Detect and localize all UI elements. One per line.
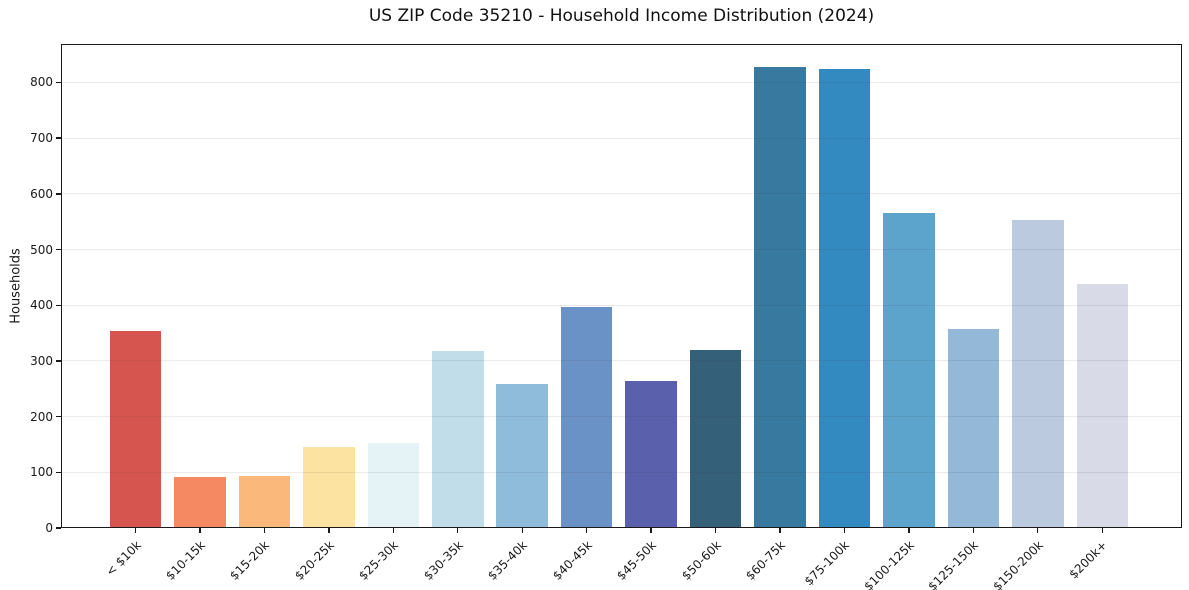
y-tick-label: 800 bbox=[30, 75, 53, 90]
chart-title: US ZIP Code 35210 - Household Income Dis… bbox=[368, 6, 875, 26]
y-tick-mark bbox=[56, 415, 61, 418]
x-tick-mark bbox=[779, 528, 781, 533]
bar-$10-15k bbox=[174, 476, 226, 528]
x-tick-mark bbox=[650, 528, 652, 533]
bar-< $10k bbox=[109, 330, 162, 528]
bar-$35-40k bbox=[496, 384, 548, 528]
y-tick-label: 400 bbox=[30, 298, 53, 313]
y-tick-mark bbox=[56, 193, 61, 195]
x-tick-mark bbox=[908, 528, 910, 533]
x-tick-mark bbox=[843, 528, 846, 533]
gridline-y-700 bbox=[61, 137, 1182, 139]
bar-$100-125k bbox=[883, 212, 935, 528]
gridline-y-500 bbox=[61, 249, 1182, 251]
plot-area: 0 100 200 300 400 500 600 700 800 < $10k $10-15k $1… bbox=[30, 44, 1182, 590]
x-tick-mark bbox=[714, 528, 717, 533]
y-tick-mark bbox=[56, 81, 61, 84]
x-tick-label: < $10k bbox=[102, 538, 144, 579]
x-tick-mark bbox=[457, 528, 459, 533]
x-tick-mark bbox=[328, 528, 330, 533]
bar-$200k+ bbox=[1076, 284, 1128, 528]
y-tick-label: 200 bbox=[30, 409, 53, 424]
y-tick-mark bbox=[56, 248, 61, 251]
bar-$50-60k bbox=[689, 349, 742, 528]
x-tick-mark bbox=[585, 528, 588, 533]
y-tick-label: 0 bbox=[45, 521, 53, 535]
gridline-y-300 bbox=[61, 360, 1182, 362]
bar-$45-50k bbox=[625, 380, 677, 528]
y-tick-label: 500 bbox=[30, 242, 53, 257]
bar-$30-35k bbox=[432, 350, 484, 528]
bar-$60-75k bbox=[754, 66, 806, 528]
x-tick-mark bbox=[521, 528, 523, 533]
y-tick-mark bbox=[56, 137, 61, 139]
x-tick-mark bbox=[972, 528, 975, 533]
x-tick-mark bbox=[1101, 528, 1103, 533]
y-tick-label: 600 bbox=[30, 186, 53, 201]
x-tick-mark bbox=[134, 528, 137, 533]
y-axis-label: Households bbox=[8, 248, 24, 324]
y-tick-mark bbox=[56, 471, 61, 473]
bar-$15-20k bbox=[238, 476, 291, 528]
bar-$150-200k bbox=[1012, 220, 1064, 528]
gridline-y-400 bbox=[61, 304, 1182, 306]
y-tick-label: 100 bbox=[30, 465, 53, 480]
y-tick-label: 300 bbox=[30, 353, 53, 368]
x-tick-mark bbox=[263, 528, 266, 533]
y-tick-label: 700 bbox=[30, 131, 53, 146]
x-tick-mark bbox=[1037, 528, 1039, 533]
y-tick-mark bbox=[56, 527, 61, 529]
bar-$20-25k bbox=[303, 447, 355, 528]
x-tick-mark bbox=[199, 528, 201, 533]
bar-$40-45k bbox=[560, 307, 613, 528]
gridline-y-800 bbox=[61, 81, 1182, 83]
bar-$125-150k bbox=[947, 328, 1000, 528]
x-tick-mark bbox=[392, 528, 394, 533]
gridline-y-600 bbox=[61, 193, 1182, 195]
bar-$75-100k bbox=[818, 68, 871, 528]
bar-$25-30k bbox=[367, 443, 420, 528]
gridline-y-200 bbox=[61, 416, 1182, 418]
gridline-y-100 bbox=[61, 471, 1182, 473]
y-tick-mark bbox=[56, 360, 61, 362]
y-tick-mark bbox=[56, 304, 61, 306]
